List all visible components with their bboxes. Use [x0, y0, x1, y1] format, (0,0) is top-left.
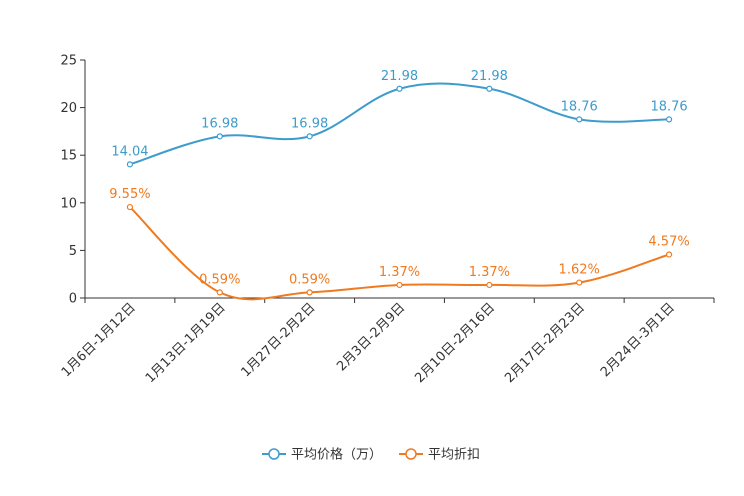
- series-0: 14.04 16.98 16.98 21.98 21.98 18.76 18.76: [111, 69, 688, 168]
- data-point[interactable]: [665, 251, 673, 258]
- legend-item-1[interactable]: 平均折扣: [399, 448, 480, 463]
- data-point[interactable]: [486, 85, 493, 92]
- data-point[interactable]: [396, 85, 403, 92]
- legend-label: 平均价格（万）: [291, 447, 382, 463]
- data-label: 21.98: [471, 69, 508, 84]
- y-tick-label: 10: [60, 196, 77, 211]
- data-label: 21.98: [381, 69, 418, 84]
- legend[interactable]: 平均价格（万） 平均折扣: [262, 447, 480, 463]
- data-label: 1.62%: [559, 263, 600, 278]
- legend-label: 平均折扣: [428, 448, 480, 463]
- data-label: 1.37%: [379, 265, 420, 280]
- x-tick-label: 2月17日-2月23日: [502, 300, 588, 386]
- legend-marker-icon: [405, 448, 417, 460]
- axes: 0 5 10 15 20 25 1月6日-1月12日 1月13日-1月19日 1月27日-2月2…: [59, 54, 715, 386]
- data-label: 9.55%: [109, 187, 150, 202]
- series-layer: 14.04 16.98 16.98 21.98 21.98 18.76 18.76 9.55%…: [109, 69, 690, 301]
- data-point[interactable]: [665, 116, 673, 123]
- data-label: 0.59%: [199, 272, 240, 287]
- series-1: 9.55% 0.59% 0.59% 1.37% 1.37% 1.62% 4.57%: [109, 187, 690, 301]
- y-tick-label: 20: [60, 101, 77, 116]
- x-tick-label: 2月3日-2月9日: [334, 300, 408, 374]
- data-label: 18.76: [561, 99, 598, 114]
- x-tick-label: 1月27日-2月2日: [239, 300, 319, 380]
- x-tick-label: 2月10日-2月16日: [412, 300, 498, 386]
- data-point[interactable]: [216, 133, 223, 140]
- data-point[interactable]: [306, 289, 313, 296]
- legend-marker-icon: [268, 448, 280, 460]
- data-label: 16.98: [201, 116, 238, 131]
- data-label: 0.59%: [289, 272, 330, 287]
- x-tick-label: 1月6日-1月12日: [59, 300, 139, 380]
- y-tick-label: 5: [69, 244, 77, 259]
- data-point[interactable]: [306, 133, 313, 140]
- data-label: 18.76: [650, 99, 687, 114]
- data-label: 1.37%: [469, 265, 510, 280]
- data-point[interactable]: [576, 116, 583, 123]
- x-tick-label: 1月13日-1月19日: [143, 300, 229, 386]
- data-point[interactable]: [486, 281, 493, 289]
- data-point[interactable]: [576, 279, 583, 286]
- y-tick-label: 15: [60, 149, 77, 164]
- y-tick-label: 25: [60, 54, 77, 69]
- data-label: 4.57%: [648, 234, 689, 249]
- y-tick-label: 0: [69, 292, 77, 307]
- data-point[interactable]: [396, 281, 403, 289]
- data-point[interactable]: [216, 289, 223, 296]
- data-label: 14.04: [111, 144, 148, 159]
- legend-item-0[interactable]: 平均价格（万）: [262, 447, 382, 463]
- data-point[interactable]: [126, 161, 134, 168]
- data-label: 16.98: [291, 116, 328, 131]
- x-tick-label: 2月24日-3月1日: [598, 300, 678, 380]
- data-point[interactable]: [126, 203, 134, 211]
